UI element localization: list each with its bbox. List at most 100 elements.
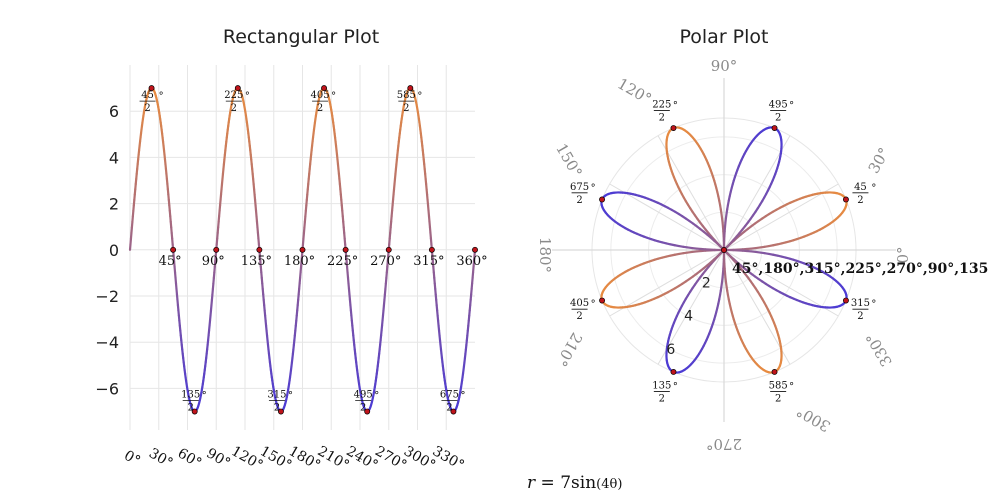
polar-tip-marker [599, 297, 605, 304]
rect-extremum-label: 405 2 ° [311, 90, 337, 114]
rect-zero-label: 180° [284, 254, 315, 269]
polar-angle-label: 90° [711, 57, 738, 75]
polar-tip-label: 225 2 ° [652, 100, 678, 124]
rect-zero-label: 135° [241, 254, 272, 269]
polar-tip-label-denominator: 2 [576, 195, 582, 206]
rect-extremum-marker [364, 408, 371, 415]
rect-zero-marker [299, 246, 306, 253]
polar-angle-label: 30° [865, 144, 894, 176]
rect-extremum-label: 45 2 ° [139, 90, 164, 114]
polar-tip-label-denominator: 2 [857, 311, 863, 322]
polar-tip-label-degree: ° [871, 183, 876, 194]
polar-tip-label: 675 2 ° [570, 182, 596, 206]
rect-zero-label: 90° [202, 254, 225, 269]
rect-x-tick-label: 330° [430, 443, 467, 474]
rect-extremum-label-denominator: 2 [446, 403, 452, 414]
polar-tip-label-denominator: 2 [775, 393, 781, 404]
rectangular-markers [148, 85, 478, 415]
polar-grid-spoke [609, 249, 725, 317]
rect-extremum-label-numerator: 585 [397, 90, 416, 101]
polar-angle-label: 150° [552, 140, 586, 180]
rect-extremum-label-denominator: 2 [231, 103, 237, 114]
equation-caption: r = 7sin(4θ) [527, 473, 622, 493]
rect-zero-label: 360° [456, 254, 487, 269]
rect-extremum-label-numerator: 135 [181, 390, 200, 401]
polar-tip-label-numerator: 135 [652, 380, 671, 391]
rect-extremum-label-degree: ° [245, 91, 250, 102]
rect-extremum-marker [277, 408, 284, 415]
rect-extremum-label: 315 2 ° [267, 390, 293, 414]
rect-y-tick-label: −6 [95, 379, 119, 398]
polar-tip-label-numerator: 315 [851, 298, 870, 309]
polar-angle-label: 120° [614, 74, 654, 108]
rect-extremum-label-denominator: 2 [317, 103, 323, 114]
rect-x-tick-label: 30° [146, 445, 176, 471]
polar-tip-label-degree: ° [591, 299, 596, 310]
rect-extremum-label-degree: ° [331, 91, 336, 102]
polar-tip-marker [843, 196, 849, 203]
polar-tip-marker [670, 369, 677, 375]
polar-tip-label: 315 2 ° [851, 298, 877, 322]
rect-extremum-marker [407, 85, 414, 92]
polar-tip-label-numerator: 45 [854, 182, 867, 193]
polar-tip-label-degree: ° [673, 101, 678, 112]
rect-extremum-label: 495 2 ° [354, 390, 380, 414]
polar-grid-spoke [723, 135, 791, 251]
polar-grid-spoke [723, 249, 791, 365]
rect-x-tick-label: 90° [203, 445, 233, 471]
rect-y-tick-label: −2 [95, 287, 119, 306]
rect-extremum-label: 585 2 ° [397, 90, 423, 114]
polar-tip-label-numerator: 495 [769, 100, 788, 111]
polar-angle-label: 270° [706, 435, 742, 453]
polar-tip-label-denominator: 2 [659, 393, 665, 404]
rect-extremum-label-denominator: 2 [360, 403, 366, 414]
caption-argument: (4θ) [596, 477, 622, 492]
rect-y-tick-label: 4 [109, 148, 119, 167]
polar-r-tick-label: 2 [702, 275, 711, 291]
rectangular-point-labels: 45° 90° 135° 180° 225° 270° 315° 360°452°1352°2… [139, 90, 488, 414]
polar-angle-label: 300° [793, 402, 833, 436]
rect-zero-marker [472, 246, 478, 253]
rect-extremum-marker [450, 408, 457, 415]
rect-zero-marker [342, 246, 349, 253]
rect-extremum-label-numerator: 405 [311, 90, 330, 101]
rect-extremum-marker [191, 408, 198, 415]
polar-tip-label-degree: ° [789, 381, 794, 392]
rect-extremum-label-degree: ° [202, 391, 207, 402]
polar-origin-marker [721, 247, 727, 253]
polar-tip-marker [670, 125, 677, 131]
rect-extremum-marker [234, 85, 241, 92]
polar-grid-spoke [609, 183, 725, 251]
polar-tip-marker [771, 125, 778, 131]
rect-extremum-label: 135 2 ° [181, 390, 207, 414]
rect-zero-label: 225° [327, 254, 358, 269]
rect-zero-marker [256, 246, 263, 253]
rect-x-tick-label: 60° [175, 445, 205, 471]
polar-angle-label: 0° [894, 246, 912, 263]
polar-tip-marker [771, 369, 778, 375]
rect-extremum-label-degree: ° [460, 391, 465, 402]
polar-tip-label: 495 2 ° [769, 100, 795, 124]
rect-extremum-label-degree: ° [417, 91, 422, 102]
polar-tip-label: 135 2 ° [652, 380, 678, 404]
polar-grid-spoke [723, 249, 839, 317]
rect-extremum-label-numerator: 495 [354, 390, 373, 401]
polar-tip-label-denominator: 2 [576, 311, 582, 322]
caption-function: sin [571, 473, 596, 493]
rect-extremum-label: 675 2 ° [440, 390, 466, 414]
polar-tip-label-denominator: 2 [659, 113, 665, 124]
rectangular-x-ticks: 0° 30° 60° 90°120°150°180°210°240°270°300°3… [121, 443, 467, 474]
polar-origin-label: 45°,180°,315°,225°,270°,90°,135 [732, 261, 988, 277]
polar-tip-marker [843, 297, 849, 304]
rect-extremum-label-numerator: 315 [267, 390, 286, 401]
polar-tip-label-numerator: 225 [652, 100, 671, 111]
rect-extremum-label-degree: ° [288, 391, 293, 402]
caption-coefficient: 7 [560, 473, 571, 493]
polar-tip-label-degree: ° [789, 101, 794, 112]
rectangular-y-ticks: 6 4 2 0 −2 −4 −6 [95, 102, 119, 398]
rect-extremum-label-denominator: 2 [274, 403, 280, 414]
rect-zero-label: 270° [370, 254, 401, 269]
polar-tip-label-denominator: 2 [857, 195, 863, 206]
